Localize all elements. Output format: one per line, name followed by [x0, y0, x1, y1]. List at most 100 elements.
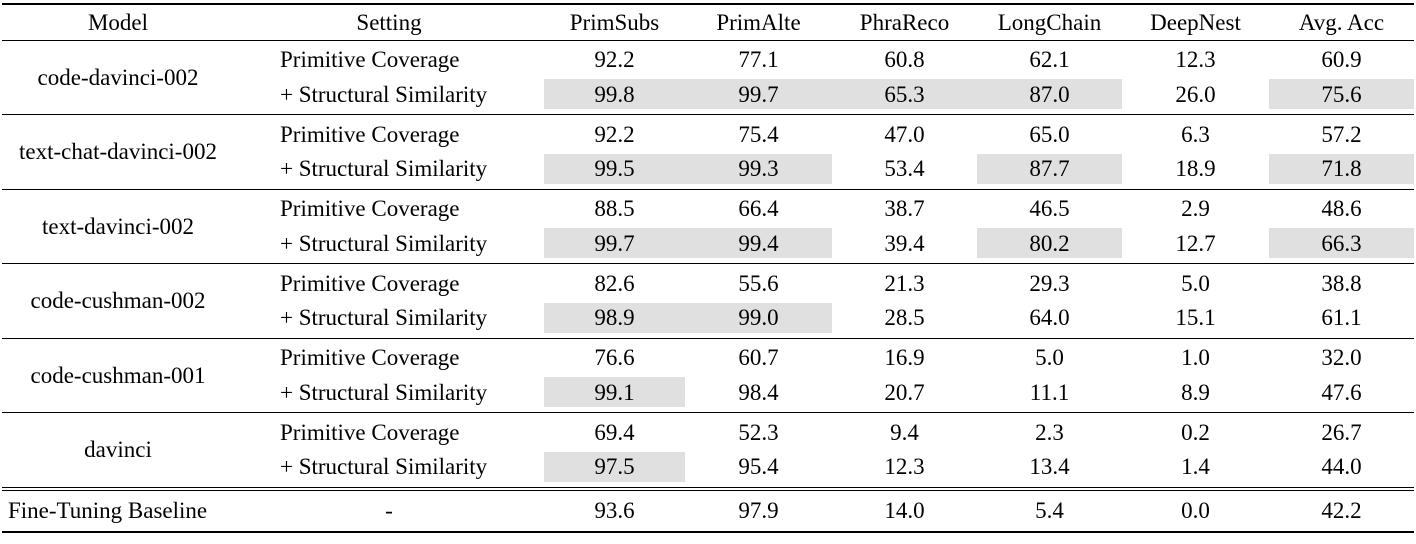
model-cell: Fine-Tuning Baseline — [8, 498, 208, 524]
table-row: text-chat-davinci-002 Primitive Coverage 9… — [2, 115, 1414, 163]
value-cell: 12.7 — [1175, 230, 1216, 256]
column-header: Avg. Acc — [1298, 9, 1385, 35]
value-cell: 5.0 — [1181, 270, 1210, 296]
model-group: text-chat-davinci-002 Primitive Coverage 9… — [2, 115, 1414, 189]
value-cell: 55.6 — [738, 270, 779, 296]
column-header: PrimAlte — [716, 9, 801, 35]
table-row: text-davinci-002 Primitive Coverage 88.5 66… — [2, 189, 1414, 237]
value-cell: 18.9 — [1175, 156, 1216, 181]
value-cell: 60.7 — [738, 345, 779, 371]
setting-cell: + Structural Similarity — [280, 230, 488, 256]
value-cell: 2.3 — [1035, 419, 1064, 445]
results-table: Model Setting PrimSubs PrimAlte PhraReco Long… — [2, 3, 1414, 533]
value-cell: 76.6 — [594, 345, 635, 371]
setting-cell: + Structural Similarity — [280, 305, 488, 330]
column-header: Model — [87, 9, 149, 35]
value-cell: 99.4 — [685, 228, 832, 258]
value-cell: 66.3 — [1269, 228, 1414, 258]
value-cell: 46.5 — [1029, 196, 1070, 222]
value-cell: 61.1 — [1321, 305, 1362, 330]
value-cell: 16.9 — [884, 345, 925, 371]
value-cell: 75.4 — [738, 121, 779, 147]
column-header: DeepNest — [1150, 9, 1241, 35]
value-cell: 75.6 — [1269, 79, 1414, 109]
value-cell: 5.0 — [1035, 345, 1064, 371]
table-row: + Structural Similarity 99.5 99.3 53.4 87.7 1… — [2, 153, 1414, 184]
baseline-section: Fine-Tuning Baseline - 93.6 97.9 14.0 5.4 0.0 4… — [2, 490, 1414, 532]
value-cell: 99.1 — [544, 377, 685, 407]
value-cell: 66.4 — [738, 196, 779, 222]
value-cell: 42.2 — [1321, 498, 1362, 524]
table-row: + Structural Similarity 98.9 99.0 28.5 64.0 1… — [2, 302, 1414, 333]
value-cell: 8.9 — [1181, 379, 1210, 405]
setting-cell: Primitive Coverage — [280, 121, 460, 147]
value-cell: 87.7 — [977, 153, 1122, 184]
value-cell: 47.6 — [1321, 379, 1362, 405]
value-cell: 28.5 — [884, 305, 925, 330]
table-row: code-cushman-002 Primitive Coverage 82.6 55… — [2, 264, 1414, 312]
value-cell: 99.7 — [685, 79, 832, 109]
setting-cell: + Structural Similarity — [280, 156, 488, 181]
model-cell: code-davinci-002 — [37, 64, 199, 90]
model-group: davinci Primitive Coverage 69.4 52.3 9.4 2.3 0… — [2, 413, 1414, 488]
value-cell: 44.0 — [1321, 454, 1362, 479]
value-cell: 29.3 — [1029, 270, 1070, 296]
value-cell: 5.4 — [1035, 498, 1064, 524]
setting-cell: Primitive Coverage — [280, 345, 460, 371]
table-row: + Structural Similarity 99.7 99.4 39.4 80.2 1… — [2, 228, 1414, 258]
value-cell: 0.0 — [1181, 498, 1210, 524]
value-cell: 88.5 — [594, 196, 635, 222]
table-row: + Structural Similarity 99.8 99.7 65.3 87.0 2… — [2, 79, 1414, 109]
value-cell: 64.0 — [1029, 305, 1070, 330]
value-cell: 99.8 — [544, 79, 685, 109]
column-header: PhraReco — [859, 9, 950, 35]
value-cell: 53.4 — [884, 156, 925, 181]
value-cell: 71.8 — [1269, 153, 1414, 184]
model-cell: code-cushman-001 — [30, 362, 206, 388]
value-cell: 62.1 — [1029, 47, 1070, 73]
value-cell: 48.6 — [1321, 196, 1362, 222]
value-cell: 26.7 — [1321, 419, 1362, 445]
value-cell: 57.2 — [1321, 121, 1362, 147]
value-cell: 52.3 — [738, 419, 779, 445]
column-header: LongChain — [997, 9, 1102, 35]
value-cell: 14.0 — [884, 498, 925, 524]
table-header: Model Setting PrimSubs PrimAlte PhraReco Long… — [2, 4, 1414, 40]
setting-cell: Primitive Coverage — [280, 196, 460, 222]
model-group: text-davinci-002 Primitive Coverage 88.5 66… — [2, 189, 1414, 264]
value-cell: 12.3 — [884, 454, 925, 479]
value-cell: 11.1 — [1029, 379, 1070, 405]
setting-cell: + Structural Similarity — [280, 81, 488, 107]
value-cell: 65.3 — [832, 79, 977, 109]
table-row: Fine-Tuning Baseline - 93.6 97.9 14.0 5.4 0.0 4… — [2, 490, 1414, 532]
value-cell: 87.0 — [977, 79, 1122, 109]
value-cell: 95.4 — [738, 454, 779, 479]
value-cell: 39.4 — [884, 230, 925, 256]
value-cell: 38.7 — [884, 196, 925, 222]
model-cell: text-chat-davinci-002 — [19, 139, 217, 165]
setting-cell: + Structural Similarity — [280, 454, 488, 479]
value-cell: 15.1 — [1175, 305, 1216, 330]
value-cell: 99.7 — [544, 228, 685, 258]
model-group: code-davinci-002 Primitive Coverage 92.2 77… — [2, 40, 1414, 115]
value-cell: 21.3 — [884, 270, 925, 296]
table-row: + Structural Similarity 99.1 98.4 20.7 11.1 8… — [2, 377, 1414, 407]
value-cell: 82.6 — [594, 270, 635, 296]
value-cell: 9.4 — [890, 419, 919, 445]
value-cell: 12.3 — [1175, 47, 1216, 73]
value-cell: 97.9 — [738, 498, 779, 524]
table-row: code-davinci-002 Primitive Coverage 92.2 77… — [2, 40, 1414, 88]
value-cell: 97.5 — [544, 451, 685, 482]
value-cell: 1.0 — [1181, 345, 1210, 371]
setting-cell: Primitive Coverage — [280, 270, 460, 296]
value-cell: 60.8 — [884, 47, 925, 73]
table-row: code-cushman-001 Primitive Coverage 76.6 60… — [2, 338, 1414, 386]
model-group: code-cushman-002 Primitive Coverage 82.6 55… — [2, 264, 1414, 338]
value-cell: 1.4 — [1181, 454, 1210, 479]
setting-cell: + Structural Similarity — [280, 379, 488, 405]
value-cell: 65.0 — [1029, 121, 1070, 147]
value-cell: 99.5 — [544, 153, 685, 184]
value-cell: 20.7 — [884, 379, 925, 405]
value-cell: 13.4 — [1029, 454, 1070, 479]
